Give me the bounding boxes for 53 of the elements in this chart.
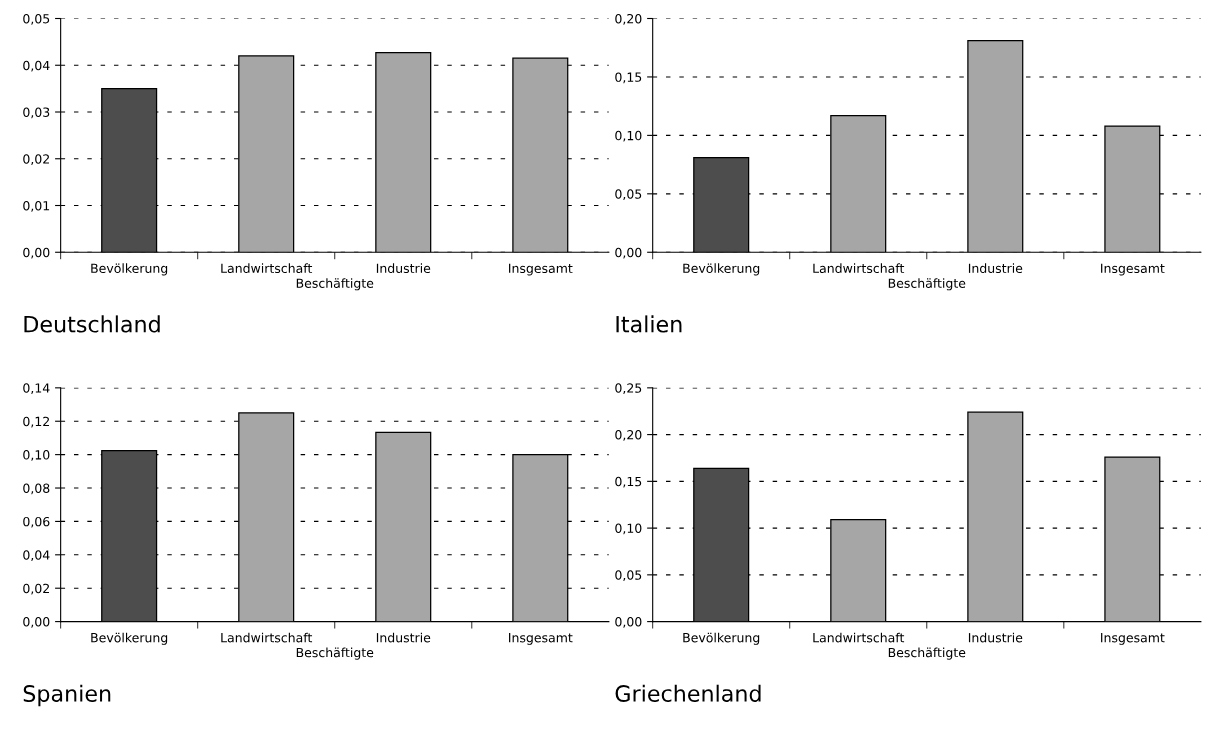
x-tick-label: Bevölkerung <box>683 632 760 645</box>
bar <box>375 52 432 253</box>
x-tick-label: Industrie <box>968 263 1023 274</box>
y-tick-label: 0,01 <box>23 200 50 212</box>
y-tick-label: 0,04 <box>23 550 50 562</box>
x-tick-label: Landwirtschaft <box>813 632 905 643</box>
y-tick-label: 0,15 <box>615 476 642 488</box>
y-tick-label: 0,00 <box>23 617 50 628</box>
y-tick-label: 0,05 <box>615 189 642 201</box>
x-tick-label: Insgesamt <box>509 633 573 645</box>
bar <box>967 40 1024 253</box>
bar <box>375 431 432 622</box>
x-tick-label: Industrie <box>376 263 431 274</box>
y-tick-label: 0,15 <box>615 72 642 84</box>
text: Griechenland <box>615 684 761 702</box>
y-tick-label: 0,03 <box>23 107 50 119</box>
y-tick-label: 0,00 <box>615 247 642 259</box>
y-tick-label: 0,00 <box>615 617 642 628</box>
x-tick-label: Bevölkerung <box>91 632 168 645</box>
x-tick-label: Landwirtschaft <box>221 632 313 643</box>
text: Italien <box>616 315 682 333</box>
y-tick-label: 0,25 <box>615 383 642 395</box>
y-tick-label: 0,05 <box>23 13 50 25</box>
x-axis-title: Beschäftigte <box>888 647 966 660</box>
y-tick-label: 0,20 <box>615 13 642 25</box>
y-tick-label: 0,02 <box>23 583 49 595</box>
y-tick-label: 0,12 <box>23 416 49 428</box>
y-tick-label: 0,14 <box>23 383 50 395</box>
x-tick-label: Landwirtschaft <box>813 263 905 274</box>
x-tick-label: Bevölkerung <box>91 263 168 276</box>
y-tick-label: 0,10 <box>615 523 642 535</box>
x-tick-label: Insgesamt <box>1101 633 1165 645</box>
x-tick-label: Industrie <box>376 632 431 643</box>
x-axis-title: Beschäftigte <box>296 647 374 660</box>
y-tick-label: 0,10 <box>23 450 50 461</box>
y-tick-label: 0,10 <box>615 130 642 142</box>
x-tick-label: Insgesamt <box>1101 263 1165 276</box>
text: Deutschland <box>24 315 160 333</box>
y-tick-label: 0,08 <box>23 483 50 495</box>
x-tick-label: Bevölkerung <box>683 263 760 276</box>
y-tick-label: 0,04 <box>23 60 50 72</box>
x-axis-title: Beschäftigte <box>888 278 966 291</box>
x-tick-label: Landwirtschaft <box>221 263 313 274</box>
y-tick-label: 0,20 <box>615 430 642 441</box>
y-tick-label: 0,05 <box>615 570 642 582</box>
y-tick-label: 0,00 <box>23 247 50 259</box>
x-tick-label: Insgesamt <box>509 263 573 276</box>
y-tick-label: 0,06 <box>23 516 50 528</box>
y-tick-label: 0,02 <box>23 154 49 165</box>
x-axis-title: Beschäftigte <box>296 278 374 291</box>
x-tick-label: Industrie <box>968 632 1023 643</box>
bar <box>967 411 1024 622</box>
text: Spanien <box>23 684 111 707</box>
